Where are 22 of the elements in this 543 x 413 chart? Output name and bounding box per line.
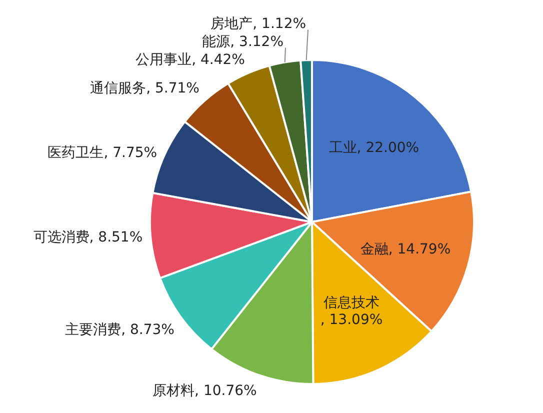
slice-label: 公用事业 [136, 52, 192, 68]
data-label: , 1.12% [252, 16, 306, 32]
data-label: , 5.71% [146, 80, 200, 97]
slice-label: 原材料 [152, 382, 195, 399]
data-label: , 7.75% [104, 144, 158, 161]
data-label: , 3.12% [230, 34, 284, 50]
data-label: , 8.73% [121, 322, 174, 338]
data-label: , 22.00% [356, 140, 420, 156]
data-label: , 14.79% [388, 242, 451, 258]
data-label: , 4.42% [192, 52, 245, 68]
data-label: , 10.76% [194, 382, 257, 399]
slice-label: 能源 [202, 34, 230, 50]
slice-label: 主要消费 [65, 322, 122, 338]
data-label: , 8.51% [89, 230, 143, 246]
slice-label: 金融 [360, 242, 388, 258]
slice-label: 通信服务 [90, 80, 146, 97]
data-label: , 13.09% [320, 312, 383, 328]
slice-label: 信息技术 [324, 294, 380, 311]
slice-label: 可选消费 [33, 230, 90, 246]
slice-label: 医药卫生 [48, 144, 104, 161]
slice-label: 房地产 [210, 16, 253, 32]
slice-label: 工业 [328, 140, 357, 156]
